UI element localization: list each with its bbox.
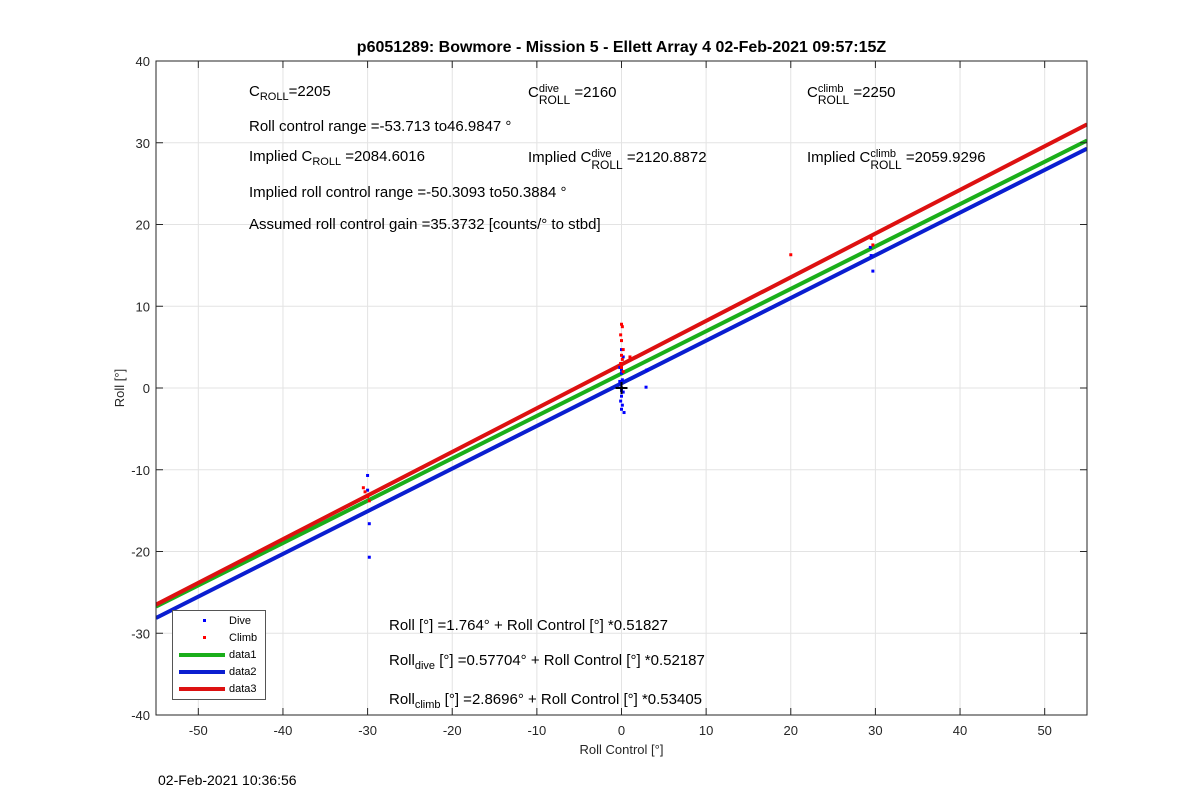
data-point-climb <box>367 499 371 503</box>
annotation-fit-dive: Rolldive [°] =0.57704° + Roll Control [°… <box>389 652 705 672</box>
y-tick-label: 10 <box>136 299 150 314</box>
data-point-dive <box>366 473 370 477</box>
annotation-fit-all: Roll [°] =1.764° + Roll Control [°] *0.5… <box>389 617 668 634</box>
x-tick-label: 10 <box>699 723 713 738</box>
annotation-assumed-gain: Assumed roll control gain =35.3732 [coun… <box>249 216 601 233</box>
y-tick-label: -10 <box>131 463 150 478</box>
x-tick-label: -30 <box>358 723 377 738</box>
legend-item-climb: Climb <box>173 631 265 645</box>
legend: Dive Climb data1 data2 data3 <box>172 610 266 700</box>
data-point-climb <box>620 325 624 329</box>
legend-item-data3: data3 <box>173 682 265 696</box>
data-point-dive <box>619 399 623 403</box>
annotation-implied-c-roll: Implied CROLL =2084.6016 <box>249 148 425 168</box>
legend-item-data2: data2 <box>173 665 265 679</box>
legend-label-climb: Climb <box>229 632 258 644</box>
chart-title: p6051289: Bowmore - Mission 5 - Ellett A… <box>357 39 887 56</box>
data-point-dive <box>618 379 622 383</box>
data-point-climb <box>620 353 623 357</box>
x-tick-label: 0 <box>618 723 625 738</box>
data-point-climb <box>621 348 625 352</box>
legend-line-data3 <box>179 687 225 691</box>
x-tick-label: 30 <box>868 723 882 738</box>
data-point-dive <box>620 403 624 407</box>
data-point-dive <box>620 368 623 372</box>
data-point-dive <box>618 366 622 370</box>
data-point-climb <box>619 333 623 337</box>
data-point-climb <box>620 357 624 361</box>
legend-item-dive: Dive <box>173 614 265 628</box>
data-point-climb <box>363 490 367 494</box>
data-point-dive <box>366 488 370 492</box>
y-axis-label: Roll [°] <box>112 369 127 407</box>
data-point-climb <box>619 361 623 365</box>
legend-line-data1 <box>179 653 225 657</box>
y-tick-label: 30 <box>136 136 150 151</box>
timestamp: 02-Feb-2021 10:36:56 <box>158 772 297 788</box>
x-axis-label: Roll Control [°] <box>580 742 664 757</box>
data-point-dive <box>367 555 371 559</box>
y-tick-label: 20 <box>136 218 150 233</box>
legend-marker-dive <box>203 619 206 622</box>
legend-line-data2 <box>179 670 225 674</box>
data-point-climb <box>789 253 793 257</box>
x-tick-label: 40 <box>953 723 967 738</box>
y-tick-label: -40 <box>131 708 150 723</box>
legend-label-dive: Dive <box>229 615 252 627</box>
legend-label-data2: data2 <box>229 666 257 678</box>
data-point-climb <box>621 370 625 374</box>
annotation-c-roll: CROLL=2205 <box>249 83 331 103</box>
y-tick-label: 40 <box>136 54 150 69</box>
data-point-dive <box>620 378 624 382</box>
data-point-climb <box>869 236 873 240</box>
data-point-dive <box>871 269 875 273</box>
data-point-dive <box>621 355 625 359</box>
data-point-dive <box>367 522 371 526</box>
data-point-dive <box>868 245 872 249</box>
data-point-climb <box>871 243 875 247</box>
data-point-dive <box>622 411 626 415</box>
data-point-dive <box>620 407 623 411</box>
data-point-climb <box>620 366 623 370</box>
data-point-dive <box>620 371 623 375</box>
data-point-dive <box>869 254 873 258</box>
x-tick-label: 20 <box>784 723 798 738</box>
y-tick-label: -20 <box>131 545 150 560</box>
data-point-climb <box>361 486 365 490</box>
x-tick-label: -10 <box>527 723 546 738</box>
data-point-climb <box>628 355 632 359</box>
y-tick-label: 0 <box>143 381 150 396</box>
x-tick-label: 50 <box>1037 723 1051 738</box>
data-point-climb <box>620 339 623 343</box>
x-tick-label: -20 <box>443 723 462 738</box>
x-tick-label: -50 <box>189 723 208 738</box>
y-tick-label: -30 <box>131 626 150 641</box>
data-point-climb <box>366 495 370 499</box>
data-point-dive <box>645 368 649 372</box>
annotation-roll-range: Roll control range =-53.713 to46.9847 ° <box>249 118 512 135</box>
legend-marker-climb <box>203 636 206 639</box>
annotation-fit-climb: Rollclimb [°] =2.8696° + Roll Control [°… <box>389 691 703 711</box>
legend-label-data1: data1 <box>229 649 257 661</box>
data-point-dive <box>644 385 648 389</box>
data-point-climb <box>620 322 623 326</box>
annotation-implied-range: Implied roll control range =-50.3093 to5… <box>249 184 567 201</box>
legend-label-data3: data3 <box>229 683 257 695</box>
data-point-dive <box>621 390 625 394</box>
x-tick-label: -40 <box>274 723 293 738</box>
legend-item-data1: data1 <box>173 648 265 662</box>
data-point-dive <box>620 394 623 398</box>
data-point-dive <box>620 348 623 352</box>
